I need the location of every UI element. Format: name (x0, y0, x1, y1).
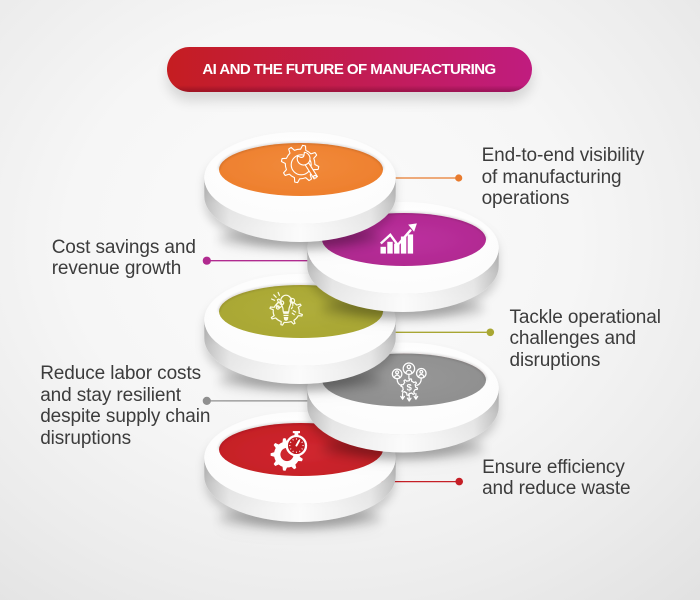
svg-text:$: $ (407, 383, 413, 394)
